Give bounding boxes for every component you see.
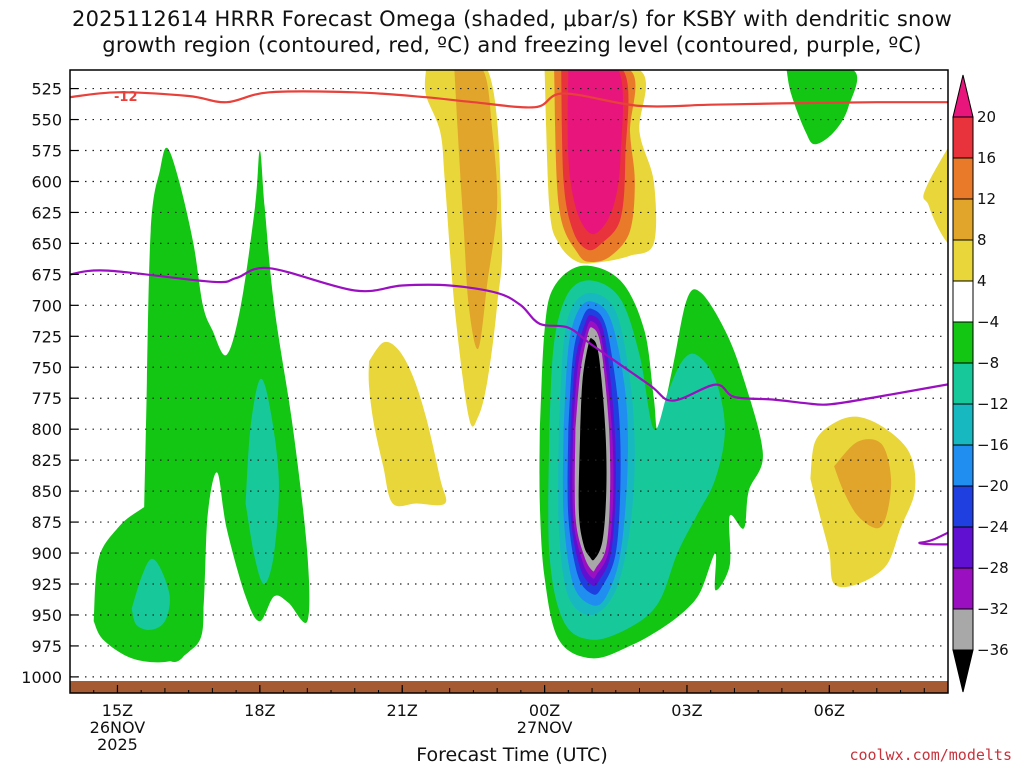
- contour-label-minus12: -12: [114, 90, 138, 105]
- y-tick-label-525: 525: [31, 80, 62, 99]
- chart-title-line-2: growth region (contoured, red, ºC) and f…: [102, 33, 922, 57]
- colorbar-segment-1: [952, 157, 974, 200]
- colorbar-segment-6: [952, 362, 974, 405]
- colorbar-bottom-arrow: [952, 649, 974, 693]
- colorbar-label-13: −36: [977, 641, 1009, 659]
- colorbar-top-arrow: [952, 74, 974, 118]
- colorbar-label-10: −24: [977, 518, 1009, 536]
- contour-line-2: [918, 531, 948, 546]
- colorbar: 20 16 12 8 4 −4 −8 −12 −16 −20 −24 −28 −32 −36: [952, 74, 1009, 693]
- y-tick-label-850: 850: [31, 482, 62, 501]
- x-tick-label-00Z: 00Z: [529, 701, 560, 720]
- omega-region-4: [368, 341, 447, 507]
- x-tick-label-03Z: 03Z: [671, 701, 702, 720]
- colorbar-label-5: −4: [977, 313, 999, 331]
- x-tick-label-06Z: 06Z: [814, 701, 845, 720]
- colorbar-label-11: −28: [977, 559, 1009, 577]
- colorbar-segment-11: [952, 567, 974, 610]
- colorbar-label-7: −12: [977, 395, 1009, 413]
- x-tick-label-15Z: 15Z: [102, 701, 133, 720]
- x-tick-label-21Z: 21Z: [387, 701, 418, 720]
- omega-region-12: [786, 70, 858, 145]
- colorbar-label-12: −32: [977, 600, 1009, 618]
- colorbar-segment-0: [952, 116, 974, 159]
- omega-region-3: [245, 378, 279, 585]
- colorbar-label-3: 8: [977, 231, 987, 249]
- colorbar-segment-2: [952, 198, 974, 241]
- credit-link[interactable]: coolwx.com/modelts: [849, 746, 1012, 764]
- x-axis-title: Forecast Time (UTC): [416, 744, 608, 766]
- colorbar-label-8: −16: [977, 436, 1009, 454]
- y-tick-label-925: 925: [31, 575, 62, 594]
- y-tick-label-650: 650: [31, 234, 62, 253]
- colorbar-segment-5: [952, 321, 974, 364]
- colorbar-segment-10: [952, 526, 974, 569]
- plot-frame: [69, 69, 949, 694]
- y-tick-label-900: 900: [31, 544, 62, 563]
- chart-title: 2025112614 HRRR Forecast Omega (shaded, …: [0, 6, 1024, 58]
- y-tick-label-1000: 1000: [21, 668, 62, 687]
- colorbar-label-2: 12: [977, 190, 996, 208]
- colorbar-segment-9: [952, 485, 974, 528]
- omega-region-11: [923, 147, 948, 244]
- colorbar-label-6: −8: [977, 354, 999, 372]
- y-tick-label-800: 800: [31, 420, 62, 439]
- omega-region-2: [131, 558, 170, 630]
- x-tick-label-27NOV: 27NOV: [517, 718, 573, 737]
- y-tick-label-725: 725: [31, 327, 62, 346]
- x-tick-label-18Z: 18Z: [244, 701, 275, 720]
- y-tick-label-875: 875: [31, 513, 62, 532]
- colorbar-label-9: −20: [977, 477, 1009, 495]
- chart-title-line-1: 2025112614 HRRR Forecast Omega (shaded, …: [72, 7, 952, 31]
- x-tick-label-2025: 2025: [97, 735, 138, 754]
- contour-lines: [70, 90, 948, 546]
- y-tick-label-750: 750: [31, 358, 62, 377]
- colorbar-segment-12: [952, 608, 974, 651]
- colorbar-segment-8: [952, 444, 974, 487]
- y-tick-label-625: 625: [31, 203, 62, 222]
- y-tick-label-550: 550: [31, 111, 62, 130]
- colorbar-segment-4: [952, 280, 974, 323]
- contour-line-0: [70, 90, 948, 109]
- contour-line-1: [70, 266, 948, 406]
- omega-region-10: [567, 70, 623, 235]
- omega-region-21: [578, 338, 607, 561]
- y-tick-label-975: 975: [31, 637, 62, 656]
- ground-terrain: [70, 681, 948, 693]
- x-tick-label-26NOV: 26NOV: [90, 718, 146, 737]
- colorbar-segment-7: [952, 403, 974, 446]
- y-tick-label-600: 600: [31, 172, 62, 191]
- colorbar-label-0: 20: [977, 108, 996, 126]
- colorbar-label-1: 16: [977, 149, 996, 167]
- y-axis-ticks: 525 550 575 600 625 650 675 700 725 750 775 800 825 8…: [21, 80, 78, 687]
- omega-shaded-regions: [93, 70, 948, 663]
- colorbar-label-4: 4: [977, 272, 987, 290]
- y-tick-label-675: 675: [31, 265, 62, 284]
- y-tick-label-575: 575: [31, 142, 62, 161]
- y-tick-label-775: 775: [31, 389, 62, 408]
- omega-region-23: [834, 439, 892, 529]
- y-tick-label-700: 700: [31, 296, 62, 315]
- omega-region-6: [454, 70, 498, 349]
- colorbar-segment-3: [952, 239, 974, 282]
- y-tick-label-950: 950: [31, 606, 62, 625]
- y-tick-label-825: 825: [31, 451, 62, 470]
